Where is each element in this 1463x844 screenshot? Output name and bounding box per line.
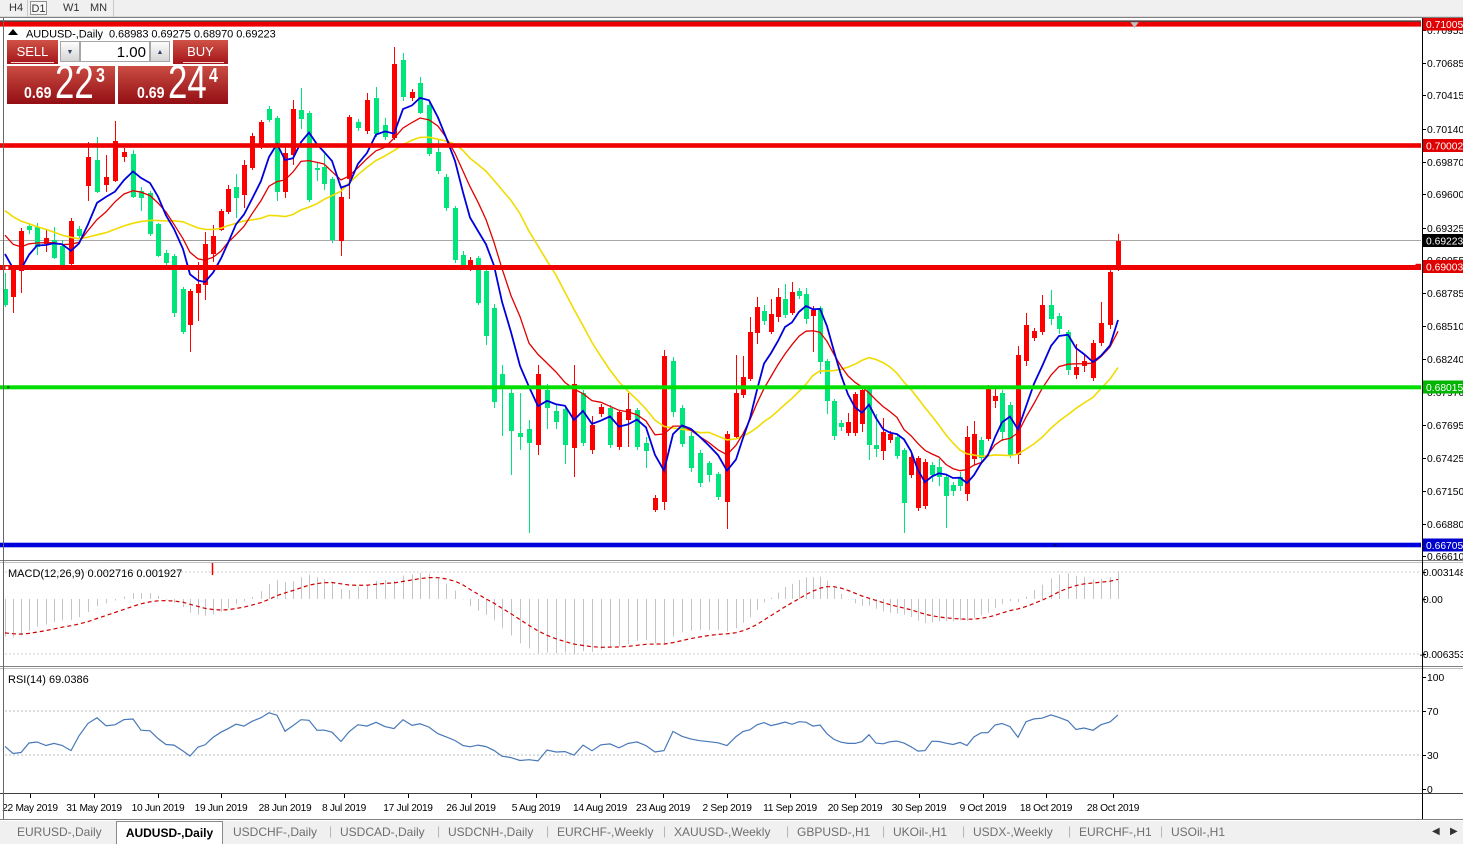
svg-text:0.69223: 0.69223 (1426, 237, 1463, 248)
svg-text:30: 30 (1427, 751, 1439, 762)
svg-text:8 Jul 2019: 8 Jul 2019 (322, 803, 367, 814)
svg-text:10 Jun 2019: 10 Jun 2019 (132, 803, 185, 814)
svg-text:70: 70 (1427, 707, 1439, 718)
svg-text:30 Sep 2019: 30 Sep 2019 (892, 803, 947, 814)
svg-text:0.68015: 0.68015 (1426, 383, 1463, 394)
svg-text:0.69600: 0.69600 (1427, 190, 1463, 201)
svg-text:0.68510: 0.68510 (1427, 322, 1463, 333)
svg-text:0.67150: 0.67150 (1427, 487, 1463, 498)
svg-text:23 Aug 2019: 23 Aug 2019 (636, 803, 691, 814)
svg-text:0.67425: 0.67425 (1427, 454, 1463, 465)
svg-text:0.68785: 0.68785 (1427, 289, 1463, 300)
svg-text:MACD(12,26,9) 0.002716 0.00192: MACD(12,26,9) 0.002716 0.001927 (8, 568, 182, 580)
svg-text:0.69870: 0.69870 (1427, 158, 1463, 169)
svg-text:22 May 2019: 22 May 2019 (2, 803, 58, 814)
svg-text:26 Jul 2019: 26 Jul 2019 (446, 803, 496, 814)
svg-text:0.70140: 0.70140 (1427, 125, 1463, 136)
svg-text:14 Aug 2019: 14 Aug 2019 (573, 803, 628, 814)
svg-text:28 Oct 2019: 28 Oct 2019 (1087, 803, 1140, 814)
svg-text:100: 100 (1427, 673, 1444, 684)
svg-text:0.70685: 0.70685 (1427, 59, 1463, 70)
svg-text:0.67695: 0.67695 (1427, 421, 1463, 432)
svg-text:0.69003: 0.69003 (1426, 263, 1463, 274)
svg-text:31 May 2019: 31 May 2019 (66, 803, 122, 814)
svg-text:AUDUSD-,Daily 0.68983 0.69275: AUDUSD-,Daily 0.68983 0.69275 0.68970 0.… (26, 29, 276, 41)
svg-text:0.66610: 0.66610 (1427, 552, 1463, 563)
svg-text:11 Sep 2019: 11 Sep 2019 (763, 803, 817, 814)
svg-text:RSI(14) 69.0386: RSI(14) 69.0386 (8, 674, 89, 686)
svg-text:0.71005: 0.71005 (1426, 20, 1463, 31)
svg-text:0.70415: 0.70415 (1427, 91, 1463, 102)
svg-text:9 Oct 2019: 9 Oct 2019 (960, 803, 1007, 814)
svg-text:28 Jun 2019: 28 Jun 2019 (259, 803, 312, 814)
svg-text:0.70955: 0.70955 (1427, 26, 1463, 37)
svg-text:0.66880: 0.66880 (1427, 520, 1463, 531)
svg-text:0.003148: 0.003148 (1423, 568, 1463, 579)
svg-text:0.70002: 0.70002 (1426, 142, 1463, 153)
svg-text:5 Aug 2019: 5 Aug 2019 (512, 803, 561, 814)
svg-text:0.69325: 0.69325 (1427, 224, 1463, 235)
svg-text:18 Oct 2019: 18 Oct 2019 (1020, 803, 1073, 814)
svg-text:0.68240: 0.68240 (1427, 355, 1463, 366)
svg-text:0: 0 (1427, 785, 1433, 796)
svg-text:0.66705: 0.66705 (1426, 541, 1463, 552)
svg-text:0.00: 0.00 (1423, 595, 1443, 606)
svg-text:19 Jun 2019: 19 Jun 2019 (195, 803, 248, 814)
svg-text:17 Jul 2019: 17 Jul 2019 (383, 803, 433, 814)
svg-text:2 Sep 2019: 2 Sep 2019 (702, 803, 752, 814)
svg-text:-0.006353: -0.006353 (1420, 650, 1463, 661)
svg-text:20 Sep 2019: 20 Sep 2019 (828, 803, 883, 814)
